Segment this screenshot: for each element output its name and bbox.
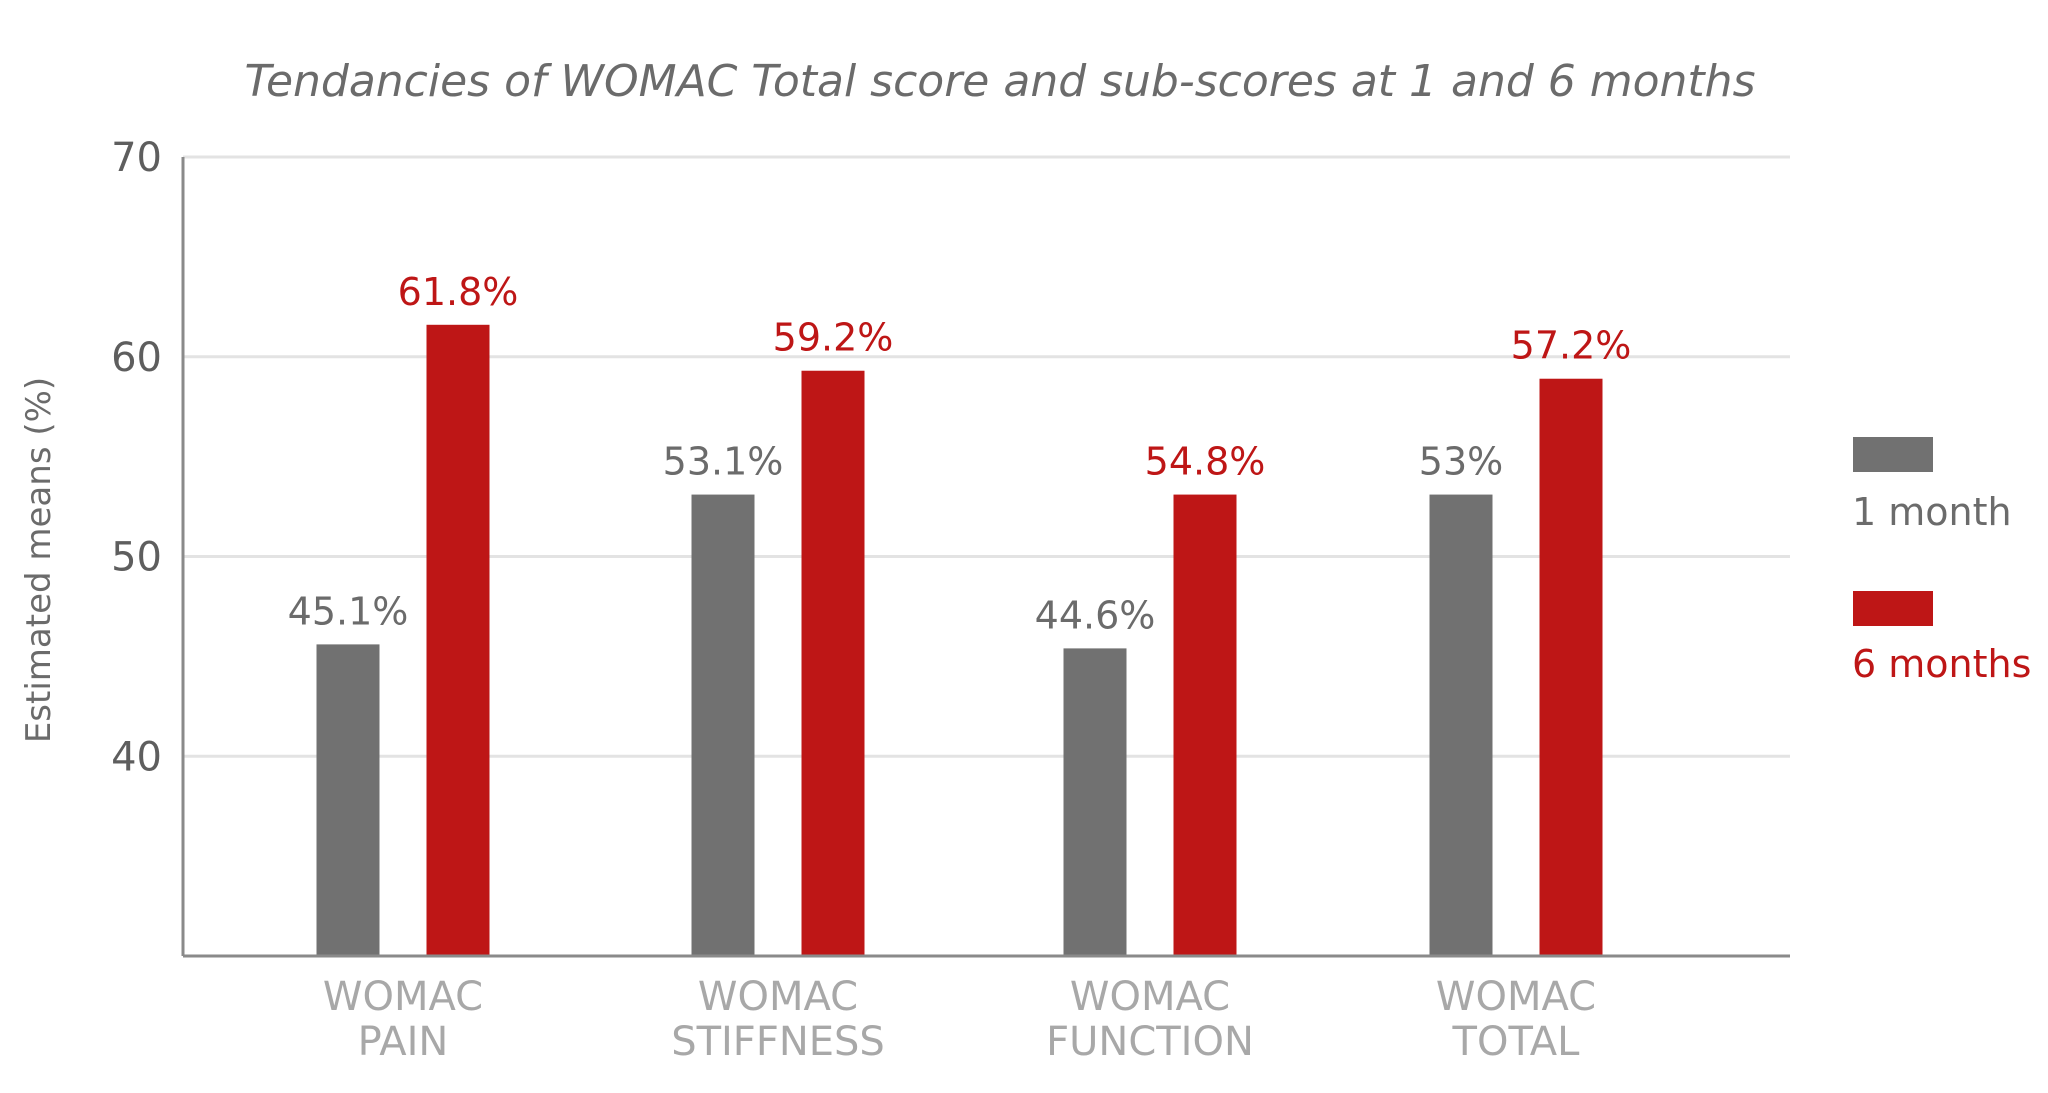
x-tick-label: WOMAC <box>323 974 483 1020</box>
y-tick-label: 50 <box>111 535 162 581</box>
bars <box>316 324 1603 956</box>
data-label: 44.6% <box>1035 593 1156 637</box>
x-tick-label: TOTAL <box>1452 1019 1581 1065</box>
data-label: 59.2% <box>773 316 894 360</box>
x-tick-label: WOMAC <box>1436 974 1596 1020</box>
x-tick-label: FUNCTION <box>1046 1019 1254 1065</box>
bar <box>1539 378 1603 956</box>
data-label: 45.1% <box>288 589 409 633</box>
axes: 40506070WOMACPAINWOMACSTIFFNESSWOMACFUNC… <box>111 135 1790 1065</box>
bar <box>426 324 490 956</box>
x-tick-label: PAIN <box>358 1019 449 1065</box>
data-label: 54.8% <box>1145 440 1266 484</box>
data-label: 61.8% <box>398 270 519 314</box>
x-tick-label: WOMAC <box>698 974 858 1020</box>
y-tick-label: 40 <box>111 734 162 780</box>
y-tick-label: 70 <box>111 135 162 181</box>
legend-label: 1 month <box>1852 490 2012 534</box>
x-tick-label: STIFFNESS <box>671 1019 885 1065</box>
data-label: 53% <box>1419 440 1503 484</box>
data-label: 53.1% <box>663 440 784 484</box>
x-tick-label: WOMAC <box>1070 974 1230 1020</box>
data-label: 57.2% <box>1511 324 1632 368</box>
chart-title: Tendancies of WOMAC Total score and sub-… <box>245 56 1756 107</box>
legend-swatch <box>1853 591 1933 626</box>
bar <box>1063 648 1127 956</box>
bar <box>1429 494 1493 956</box>
bar <box>691 494 755 956</box>
bar <box>316 644 380 956</box>
legend-label: 6 months <box>1852 642 2031 686</box>
y-tick-label: 60 <box>111 335 162 381</box>
bar <box>1173 494 1237 956</box>
y-axis-label: Estimated means (%) <box>19 377 59 743</box>
data-labels: 45.1% 61.8% 53.1% 59.2% 44.6% 54.8% 53% 57.2% <box>288 270 1632 638</box>
legend-swatch <box>1853 437 1933 472</box>
bar <box>801 370 865 956</box>
legend: 1 month 6 months <box>1852 437 2031 686</box>
